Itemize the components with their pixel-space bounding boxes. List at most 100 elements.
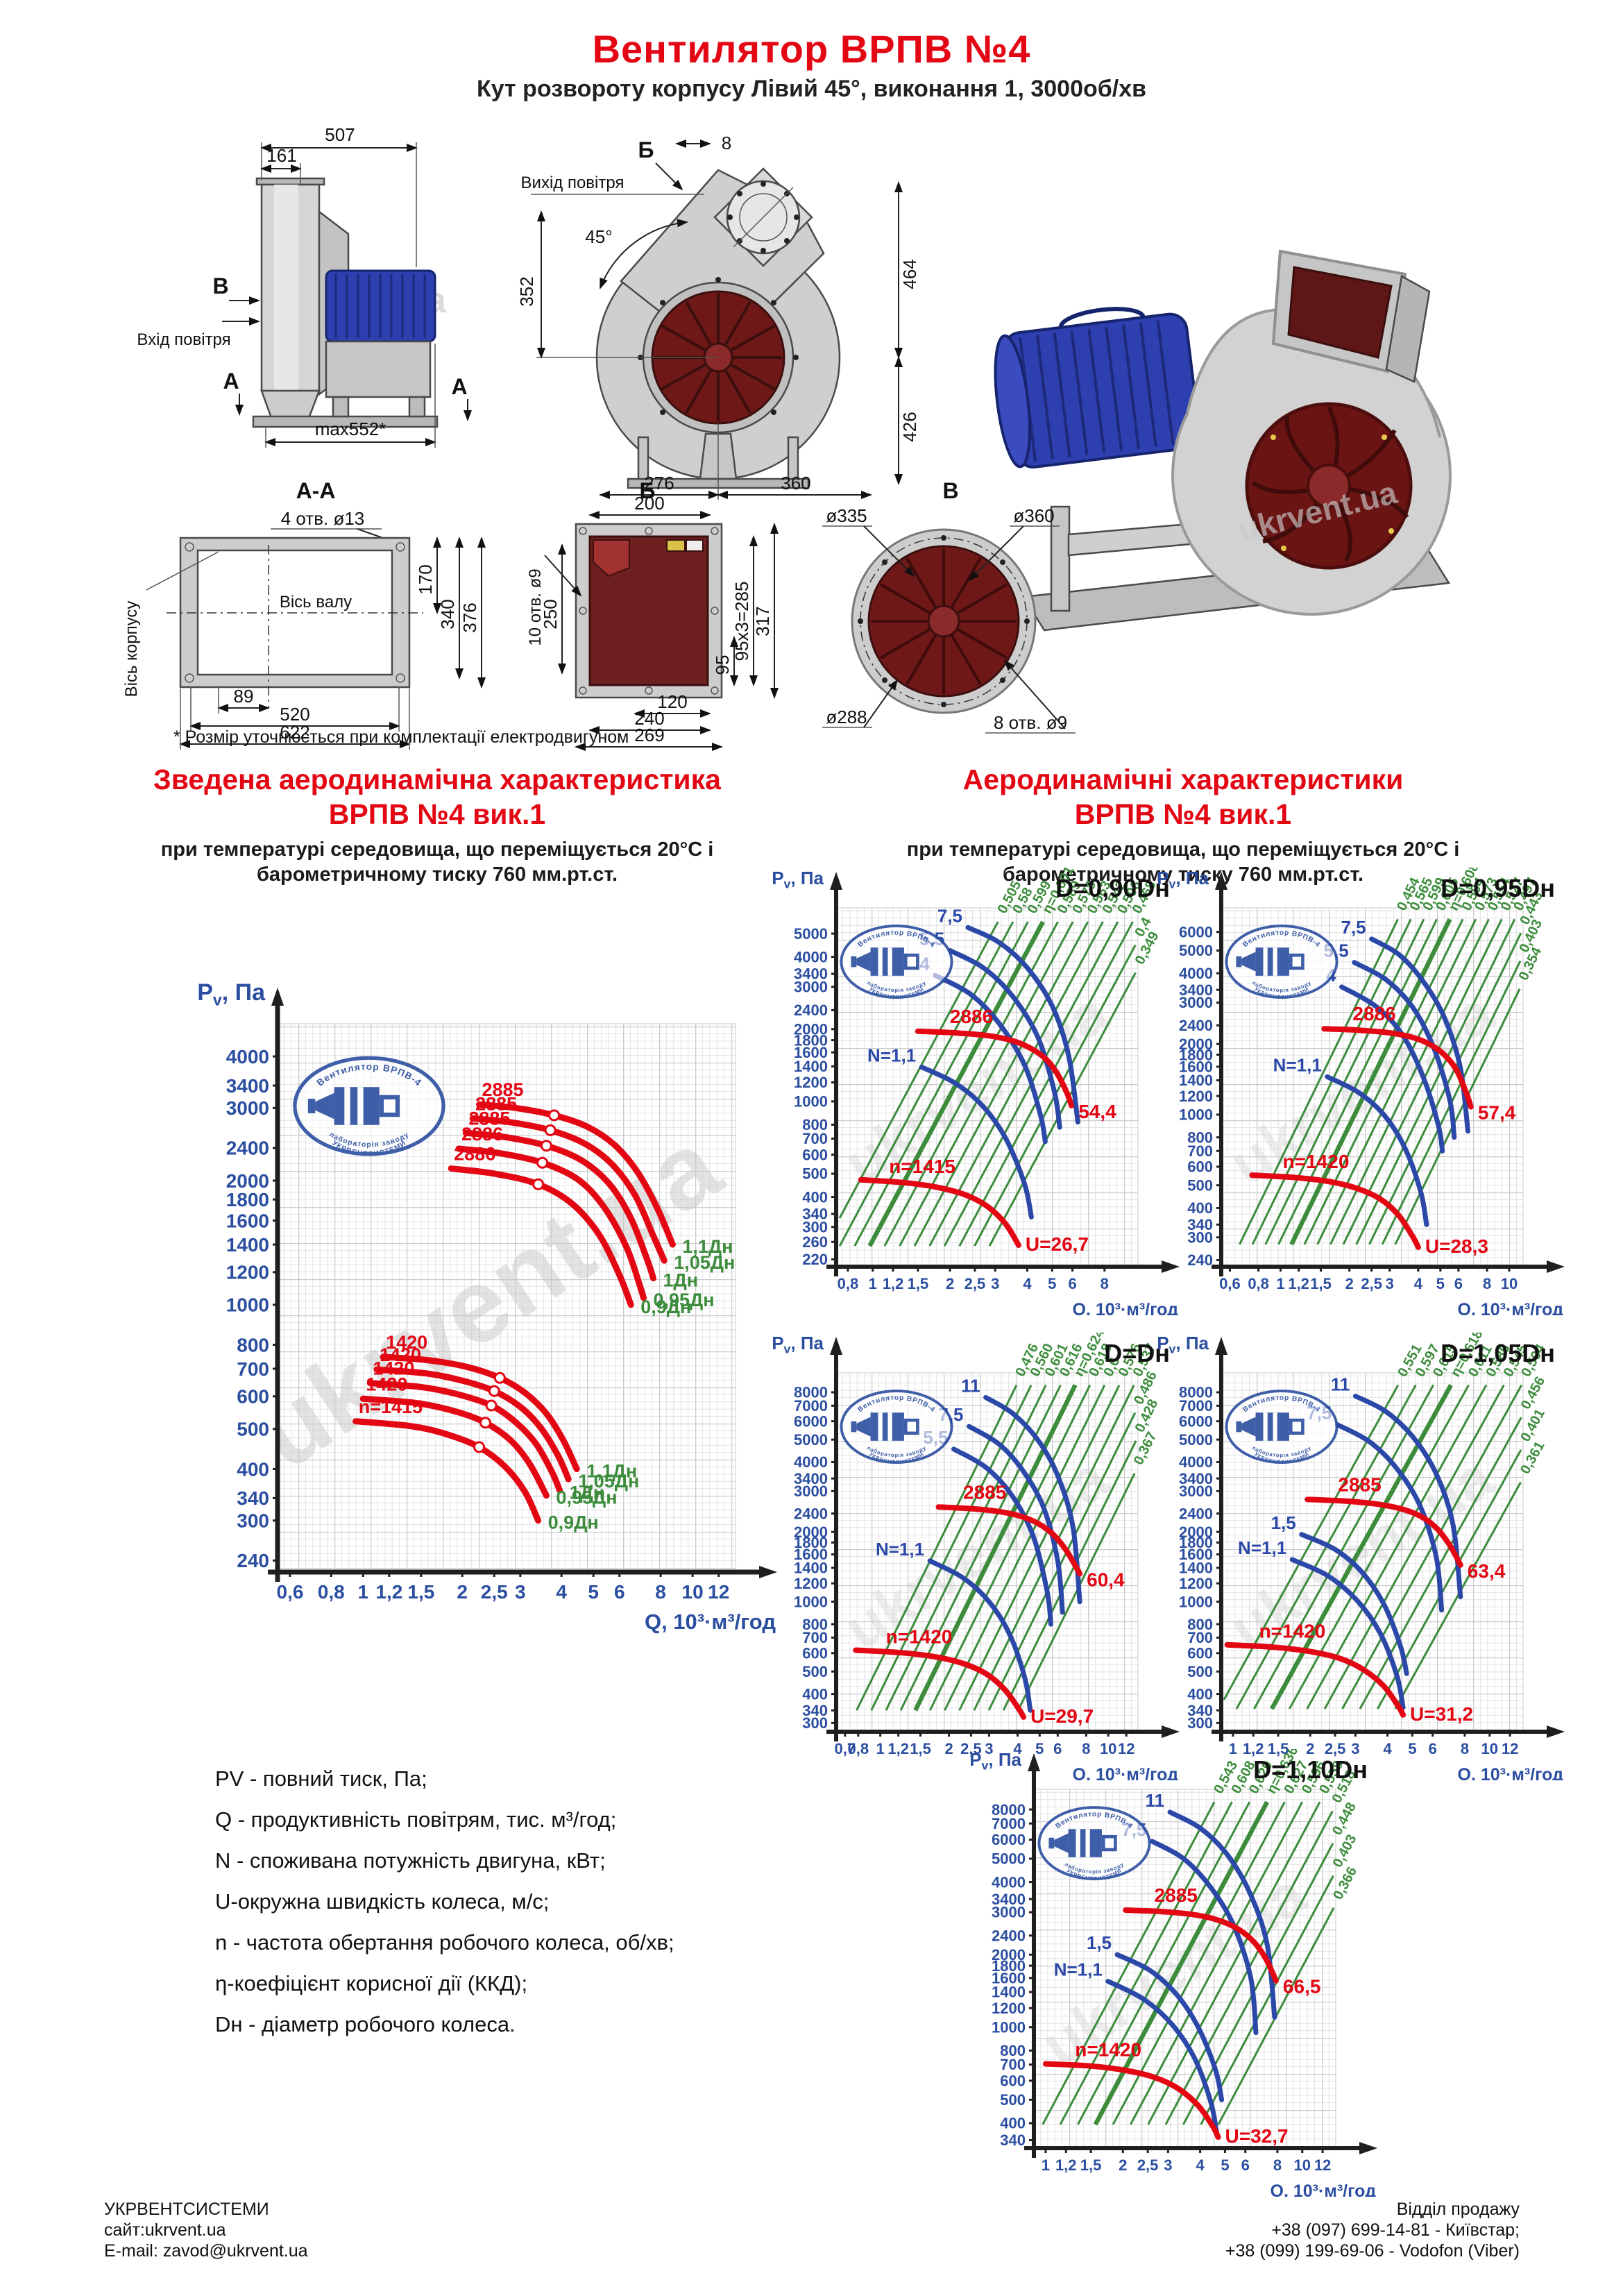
chart-d100: ukrvent.ua0,4760,5600,6010,616η=0,6240,6… xyxy=(772,1333,1180,1780)
footer-sales-block: Відділ продажу +38 (097) 699-14-81 - Киї… xyxy=(971,2199,1520,2261)
svg-text:D=1,10Dн: D=1,10Dн xyxy=(1253,1755,1368,1784)
svg-text:2: 2 xyxy=(1306,1740,1314,1757)
svg-text:0,9Дн: 0,9Дн xyxy=(640,1297,691,1317)
left-heading-line1: Зведена аеродинамічна характеристика xyxy=(153,763,721,795)
svg-text:U=31,2: U=31,2 xyxy=(1410,1703,1473,1725)
svg-text:2: 2 xyxy=(457,1581,468,1603)
svg-text:1,2: 1,2 xyxy=(887,1740,909,1757)
svg-text:2885: 2885 xyxy=(1338,1474,1381,1495)
legend-q: Q - продуктивність повітрям, тис. м³/год… xyxy=(215,1807,617,1832)
dim-507: 507 xyxy=(325,128,355,145)
svg-text:340: 340 xyxy=(1187,1216,1213,1233)
chart-d110: ukrvent.ua0,5430,6080,629η=0,6360,6270,5… xyxy=(969,1749,1377,2197)
dim-170: 170 xyxy=(415,564,436,594)
svg-text:7000: 7000 xyxy=(1179,1397,1213,1415)
footer-email[interactable]: E-mail: zavod@ukrvent.ua xyxy=(104,2241,308,2261)
svg-text:500: 500 xyxy=(802,1663,828,1680)
svg-text:Pv, Па: Pv, Па xyxy=(1157,1333,1209,1356)
svg-text:1200: 1200 xyxy=(992,2000,1026,2017)
svg-text:300: 300 xyxy=(1187,1229,1213,1246)
svg-text:2,5: 2,5 xyxy=(1361,1275,1382,1292)
svg-text:600: 600 xyxy=(1187,1158,1213,1176)
svg-text:1420: 1420 xyxy=(380,1344,421,1365)
svg-text:1,5: 1,5 xyxy=(1087,1932,1112,1953)
svg-text:4000: 4000 xyxy=(226,1046,269,1067)
dim-200: 200 xyxy=(634,493,664,514)
svg-text:5000: 5000 xyxy=(1179,1431,1213,1449)
svg-text:400: 400 xyxy=(1000,2115,1026,2132)
svg-text:1420: 1420 xyxy=(386,1332,427,1353)
svg-text:6: 6 xyxy=(614,1581,625,1603)
dim-276: 276 xyxy=(644,473,674,493)
svg-text:N=1,1: N=1,1 xyxy=(1273,1054,1322,1075)
svg-text:2400: 2400 xyxy=(992,1927,1026,1944)
svg-text:3000: 3000 xyxy=(1179,994,1213,1011)
svg-text:2885: 2885 xyxy=(482,1079,524,1100)
svg-text:N=1,1: N=1,1 xyxy=(1238,1537,1286,1558)
legend-u: U-окружна швидкість колеса, м/с; xyxy=(215,1889,550,1914)
svg-text:n=1415: n=1415 xyxy=(359,1396,423,1417)
holes-10-o9: 10 отв. ø9 xyxy=(526,568,545,645)
svg-text:1420: 1420 xyxy=(366,1374,407,1394)
svg-text:0,8: 0,8 xyxy=(838,1275,859,1292)
footer-company-name: УКРВЕНТСИСТЕМИ xyxy=(104,2200,269,2219)
svg-text:n=1420: n=1420 xyxy=(1259,1620,1326,1641)
svg-text:1,5: 1,5 xyxy=(908,1275,929,1292)
svg-text:3: 3 xyxy=(985,1740,993,1757)
svg-text:400: 400 xyxy=(1187,1685,1213,1703)
svg-text:3400: 3400 xyxy=(794,1470,828,1487)
svg-text:1: 1 xyxy=(876,1740,885,1757)
holes-8-o9: 8 отв. ø9 xyxy=(994,712,1067,733)
svg-text:400: 400 xyxy=(1187,1199,1213,1217)
svg-text:1,1Дн: 1,1Дн xyxy=(682,1236,733,1257)
dim-240: 240 xyxy=(634,708,664,729)
svg-text:63,4: 63,4 xyxy=(1468,1560,1506,1582)
svg-text:260: 260 xyxy=(802,1233,828,1251)
footer-phone-1[interactable]: +38 (097) 699-14-81 - Київстар; xyxy=(1271,2220,1520,2240)
svg-text:1,2: 1,2 xyxy=(375,1581,402,1603)
right-section-heading: Аеродинамічні характеристики ВРПВ №4 вик… xyxy=(895,762,1471,887)
svg-text:4: 4 xyxy=(1023,1275,1032,1292)
svg-text:1,5: 1,5 xyxy=(1080,2156,1102,2174)
svg-text:700: 700 xyxy=(802,1629,828,1646)
svg-text:4: 4 xyxy=(1196,2156,1205,2174)
svg-text:10: 10 xyxy=(1100,1740,1116,1757)
svg-text:1: 1 xyxy=(869,1275,877,1292)
svg-text:3000: 3000 xyxy=(992,1904,1026,1921)
air-outlet-label: Вихід повітря xyxy=(521,174,624,192)
svg-text:4: 4 xyxy=(1013,1740,1022,1757)
dim-520: 520 xyxy=(280,704,309,725)
svg-text:2000: 2000 xyxy=(1179,1036,1213,1053)
svg-text:1,5: 1,5 xyxy=(1268,1740,1289,1757)
svg-text:800: 800 xyxy=(802,1116,828,1133)
svg-text:800: 800 xyxy=(1187,1616,1213,1633)
svg-text:N=1,1: N=1,1 xyxy=(1054,1959,1103,1980)
drawing-inlet-v: В ø335 ø360 ø288 8 отв. ø9 xyxy=(822,479,1076,734)
svg-text:2400: 2400 xyxy=(794,1505,828,1522)
legend-n-speed: n - частота обертання робочого колеса, о… xyxy=(215,1930,674,1955)
footer-phone-2[interactable]: +38 (099) 199-69-06 - Vodofon (Viber) xyxy=(1225,2241,1520,2261)
footer-site[interactable]: сайт:ukrvent.ua xyxy=(104,2220,226,2240)
svg-text:1000: 1000 xyxy=(794,1593,828,1610)
svg-text:0,9Дн: 0,9Дн xyxy=(548,1512,599,1533)
svg-text:300: 300 xyxy=(1187,1714,1213,1732)
svg-text:7,5: 7,5 xyxy=(937,905,962,926)
svg-text:1200: 1200 xyxy=(794,1575,828,1592)
svg-text:12: 12 xyxy=(1314,2156,1331,2174)
svg-text:1800: 1800 xyxy=(1179,1534,1213,1551)
svg-text:D=0,95Dн: D=0,95Dн xyxy=(1441,874,1555,902)
svg-text:500: 500 xyxy=(802,1165,828,1183)
svg-text:2000: 2000 xyxy=(1179,1523,1213,1541)
svg-text:0,6: 0,6 xyxy=(1219,1275,1241,1292)
svg-text:1600: 1600 xyxy=(1179,1058,1213,1076)
svg-text:n=1420: n=1420 xyxy=(1075,2039,1141,2061)
footer-company-block: УКРВЕНТСИСТЕМИ сайт:ukrvent.ua E-mail: z… xyxy=(104,2199,308,2261)
svg-text:2886: 2886 xyxy=(454,1144,495,1165)
dim-426: 426 xyxy=(899,412,920,441)
svg-text:D=0,90Dн: D=0,90Dн xyxy=(1055,874,1170,902)
page-subtitle: Кут розвороту корпусу Лівий 45°, виконан… xyxy=(476,76,1147,102)
svg-text:10: 10 xyxy=(1481,1740,1498,1757)
svg-text:1420: 1420 xyxy=(373,1358,414,1379)
svg-text:Q, 10³·м³/год: Q, 10³·м³/год xyxy=(1458,1765,1564,1780)
svg-text:5: 5 xyxy=(1408,1740,1416,1757)
